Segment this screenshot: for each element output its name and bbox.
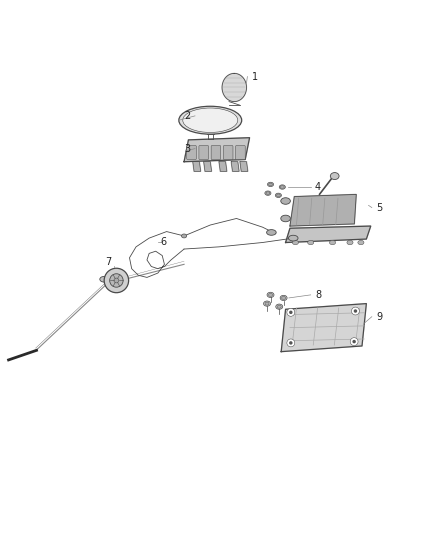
Circle shape — [354, 309, 357, 313]
Polygon shape — [240, 161, 248, 171]
Circle shape — [287, 339, 295, 347]
Ellipse shape — [267, 230, 276, 235]
Ellipse shape — [266, 192, 270, 195]
Ellipse shape — [347, 240, 353, 245]
Ellipse shape — [288, 235, 298, 241]
Polygon shape — [290, 195, 356, 226]
Circle shape — [104, 268, 129, 293]
Ellipse shape — [329, 240, 336, 245]
Ellipse shape — [330, 173, 339, 180]
Text: 7: 7 — [106, 257, 112, 267]
Circle shape — [352, 307, 359, 315]
Circle shape — [289, 341, 293, 345]
Text: 9: 9 — [376, 312, 382, 322]
Ellipse shape — [282, 296, 286, 300]
Ellipse shape — [268, 183, 272, 185]
Ellipse shape — [267, 292, 274, 297]
Text: 2: 2 — [184, 111, 191, 121]
Ellipse shape — [280, 185, 284, 188]
Ellipse shape — [268, 293, 272, 296]
Ellipse shape — [280, 295, 287, 301]
Text: 8: 8 — [315, 290, 321, 300]
Ellipse shape — [307, 240, 314, 245]
Ellipse shape — [292, 240, 298, 245]
Text: 5: 5 — [376, 203, 382, 213]
Ellipse shape — [281, 198, 290, 204]
Circle shape — [110, 274, 123, 287]
Polygon shape — [204, 161, 212, 171]
Ellipse shape — [100, 277, 109, 282]
FancyBboxPatch shape — [236, 146, 245, 159]
Ellipse shape — [281, 215, 290, 222]
Ellipse shape — [276, 304, 283, 309]
Circle shape — [289, 311, 293, 314]
Polygon shape — [281, 304, 366, 352]
Ellipse shape — [276, 194, 280, 197]
Text: 4: 4 — [315, 182, 321, 192]
Ellipse shape — [179, 106, 242, 134]
Ellipse shape — [268, 182, 274, 187]
Polygon shape — [219, 161, 227, 171]
Polygon shape — [231, 161, 239, 171]
FancyBboxPatch shape — [211, 146, 221, 159]
Ellipse shape — [181, 234, 187, 238]
Text: 6: 6 — [160, 238, 166, 247]
FancyBboxPatch shape — [223, 146, 233, 159]
Ellipse shape — [276, 193, 282, 198]
Ellipse shape — [277, 305, 281, 308]
FancyBboxPatch shape — [187, 146, 196, 159]
Ellipse shape — [265, 191, 271, 195]
FancyBboxPatch shape — [199, 146, 208, 159]
Polygon shape — [222, 74, 247, 102]
Ellipse shape — [183, 108, 238, 133]
Circle shape — [287, 309, 295, 316]
Polygon shape — [184, 138, 250, 161]
Polygon shape — [286, 226, 371, 243]
Ellipse shape — [264, 301, 271, 306]
Circle shape — [114, 278, 119, 283]
Ellipse shape — [265, 302, 269, 305]
Polygon shape — [193, 161, 201, 171]
Ellipse shape — [358, 240, 364, 245]
Ellipse shape — [279, 185, 286, 189]
Text: 3: 3 — [184, 143, 190, 154]
Circle shape — [350, 338, 358, 345]
Text: 1: 1 — [252, 71, 258, 82]
Circle shape — [353, 340, 356, 343]
